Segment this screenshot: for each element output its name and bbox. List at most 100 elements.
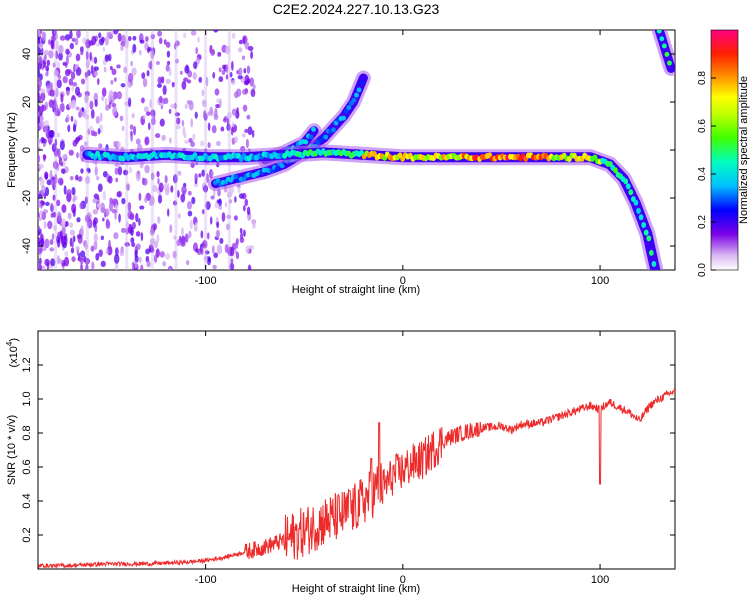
spectrogram-noise-cell: [238, 67, 243, 76]
spectrogram-noise-cell: [52, 225, 57, 232]
spectrogram-noise-cell: [169, 137, 172, 144]
spectrogram-noise-cell: [97, 78, 100, 86]
spectrogram-noise-cell: [84, 93, 89, 104]
spectrogram-y-tick-label: 0: [21, 147, 33, 153]
spectrogram-noise-cell: [186, 79, 192, 84]
spectrogram-noise-cell: [116, 191, 122, 198]
spectrogram-noise-cell: [194, 173, 198, 182]
snr-y-tick-label: 1.0: [21, 391, 33, 406]
spectrogram-noise-cell: [172, 174, 178, 184]
spectrogram-noise-cell: [149, 200, 153, 206]
spectrogram-noise-cell: [159, 251, 165, 258]
spectrogram-noise-cell: [176, 239, 181, 247]
spectrogram-noise-cell: [120, 83, 126, 88]
spectrogram-noise-cell: [39, 200, 45, 205]
spectrogram-noise-cell: [155, 61, 160, 66]
spectrogram-noise-cell: [90, 130, 96, 137]
spectrogram-noise-cell: [140, 231, 144, 242]
spectrogram-noise-cell: [213, 30, 219, 33]
spectrogram-noise-cell: [245, 138, 249, 149]
spectrogram-noise-cell: [149, 238, 156, 245]
spectrogram-noise-cell: [247, 45, 254, 52]
spectrogram-noise-cell: [210, 171, 214, 177]
spectrogram-noise-cell: [38, 43, 44, 48]
spectrogram-noise-cell: [71, 37, 76, 42]
spectrogram-y-tick-label: 40: [21, 48, 33, 60]
spectrogram-noise-cell: [158, 37, 163, 45]
spectrogram-trace-cell: [308, 134, 314, 140]
spectrogram-noise-cell: [130, 213, 135, 221]
spectrogram-noise-cell: [185, 260, 190, 266]
spectrogram-y-tick-label: 20: [21, 96, 33, 108]
snr-multiplier: (x104): [5, 338, 20, 368]
spectrogram-noise-cell: [130, 237, 135, 244]
spectrogram-noise-cell: [226, 223, 231, 231]
spectrogram-noise-cell: [127, 202, 132, 212]
spectrogram-noise-cell: [38, 231, 41, 236]
spectrogram-trace-cell: [303, 139, 309, 145]
spectrogram-noise-cell: [44, 171, 49, 180]
spectrogram-noise-cell: [168, 266, 172, 270]
spectrogram-noise-cell: [173, 42, 177, 50]
spectrogram-noise-cell: [44, 258, 50, 267]
spectrogram-noise-cell: [158, 95, 163, 104]
spectrogram-noise-cell: [201, 89, 205, 97]
spectrogram-noise-cell: [115, 177, 119, 183]
spectrogram-noise-cell: [113, 77, 117, 82]
spectrogram-noise-cell: [130, 60, 133, 67]
spectrogram-noise-cell: [90, 108, 95, 119]
spectrogram-noise-cell: [93, 240, 98, 251]
spectrogram-noise-cell: [218, 204, 223, 210]
snr-y-label: SNR (10 * v/v): [6, 415, 18, 485]
spectrogram-noise-cell: [219, 237, 224, 244]
spectrogram-noise-cell: [243, 68, 247, 74]
spectrogram-noise-cell: [201, 209, 205, 215]
spectrogram-noise-cell: [104, 36, 109, 46]
spectrogram-noise-cell: [244, 198, 249, 207]
spectrogram-noise-cell: [87, 168, 91, 174]
spectrogram-noise-cell: [131, 113, 135, 119]
spectrogram-noise-cell: [247, 126, 253, 136]
spectrogram-noise-cell: [246, 65, 251, 74]
spectrogram-trace-cell: [269, 168, 275, 174]
spectrogram-noise-cell: [69, 175, 74, 181]
spectrogram-noise-cell: [49, 247, 55, 252]
spectrogram-noise-cell: [93, 66, 100, 71]
spectrogram-noise-cell: [222, 117, 227, 123]
colorbar-tick-label: 0.0: [697, 263, 708, 277]
spectrogram-noise-cell: [85, 263, 89, 270]
spectrogram-noise-cell: [241, 133, 246, 138]
spectrogram-noise-cell: [225, 63, 229, 74]
spectrogram-noise-cell: [105, 104, 110, 111]
spectrogram-noise-cell: [170, 103, 176, 109]
spectrogram-noise-cell: [101, 95, 105, 101]
spectrogram-noise-cell: [62, 61, 67, 66]
spectrogram-noise-cell: [139, 39, 145, 44]
spectrogram-noise-cell: [135, 243, 141, 251]
spectrogram-noise-cell: [39, 120, 45, 128]
spectrogram-noise-cell: [243, 205, 246, 212]
colorbar-tick-label: 0.8: [697, 71, 708, 85]
spectrogram-noise-cell: [55, 87, 59, 98]
spectrogram-noise-cell: [75, 174, 79, 181]
spectrogram-noise-cell: [92, 209, 97, 215]
spectrogram-noise-cell: [121, 197, 126, 205]
spectrogram-noise-cell: [84, 114, 90, 120]
spectrogram-noise-cell: [57, 211, 62, 222]
spectrogram-noise-cell: [93, 217, 99, 225]
spectrogram-noise-cell: [142, 115, 146, 120]
spectrogram-noise-cell: [79, 46, 84, 53]
spectrogram-noise-cell: [145, 111, 151, 116]
spectrogram-noise-cell: [38, 194, 43, 199]
spectrogram-trace-cell: [661, 43, 667, 49]
spectrogram-noise-cell: [197, 36, 200, 44]
spectrogram-noise-cell: [70, 247, 75, 254]
spectrogram-noise-cell: [119, 248, 125, 257]
spectrogram-noise-cell: [180, 70, 183, 75]
spectrogram-noise-cell: [117, 32, 122, 42]
spectrogram-trace-cell: [279, 163, 285, 169]
spectrogram-noise-cell: [39, 177, 45, 188]
spectrogram-trace-cell: [311, 126, 316, 132]
spectrogram-trace-cell: [233, 174, 239, 180]
